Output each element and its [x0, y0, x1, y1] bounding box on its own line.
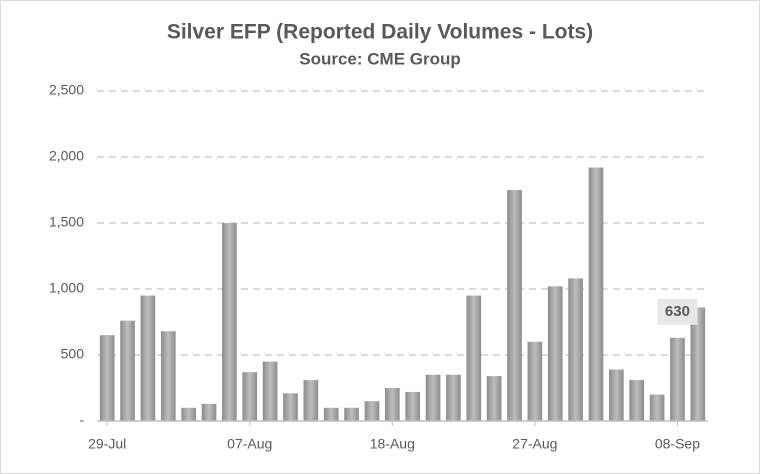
bar [446, 374, 461, 421]
bar [201, 403, 217, 421]
chart-title: Silver EFP (Reported Daily Volumes - Lot… [167, 21, 593, 44]
bar [140, 295, 156, 421]
bar [262, 361, 278, 421]
data-label-box [657, 298, 698, 325]
bar [507, 190, 522, 421]
bar [486, 376, 502, 421]
bar [384, 388, 400, 421]
data-label: 630 [665, 303, 690, 320]
y-tick-label: 2,000 [49, 148, 84, 164]
bar [609, 369, 624, 421]
chart-subtitle: Source: CME Group [299, 49, 461, 68]
bar [690, 307, 706, 421]
bar [649, 394, 665, 421]
x-tick-label: 07-Aug [227, 436, 272, 452]
bar [160, 331, 176, 421]
bar [547, 286, 563, 421]
bar [120, 320, 135, 421]
y-tick-label: - [79, 412, 84, 428]
bar [222, 223, 237, 421]
bar [425, 374, 441, 421]
bar [323, 407, 339, 421]
bar [283, 393, 298, 421]
bar [568, 278, 583, 421]
bar [466, 295, 482, 421]
bar [527, 341, 543, 421]
bar [364, 401, 380, 421]
y-tick-label: 500 [61, 346, 85, 362]
bar [242, 372, 258, 421]
x-tick-label: 18-Aug [370, 436, 415, 452]
bar [588, 167, 604, 421]
bar [303, 380, 319, 421]
bar [99, 335, 115, 421]
bar [405, 391, 421, 421]
x-tick-label: 08-Sep [655, 436, 700, 452]
bar [670, 337, 685, 421]
bar [629, 380, 645, 421]
bar [181, 407, 196, 421]
y-tick-label: 1,500 [49, 214, 84, 230]
bar [344, 407, 359, 421]
y-tick-label: 1,000 [49, 280, 84, 296]
x-tick-label: 27-Aug [512, 436, 557, 452]
x-tick-label: 29-Jul [88, 436, 126, 452]
y-tick-label: 2,500 [49, 82, 84, 98]
